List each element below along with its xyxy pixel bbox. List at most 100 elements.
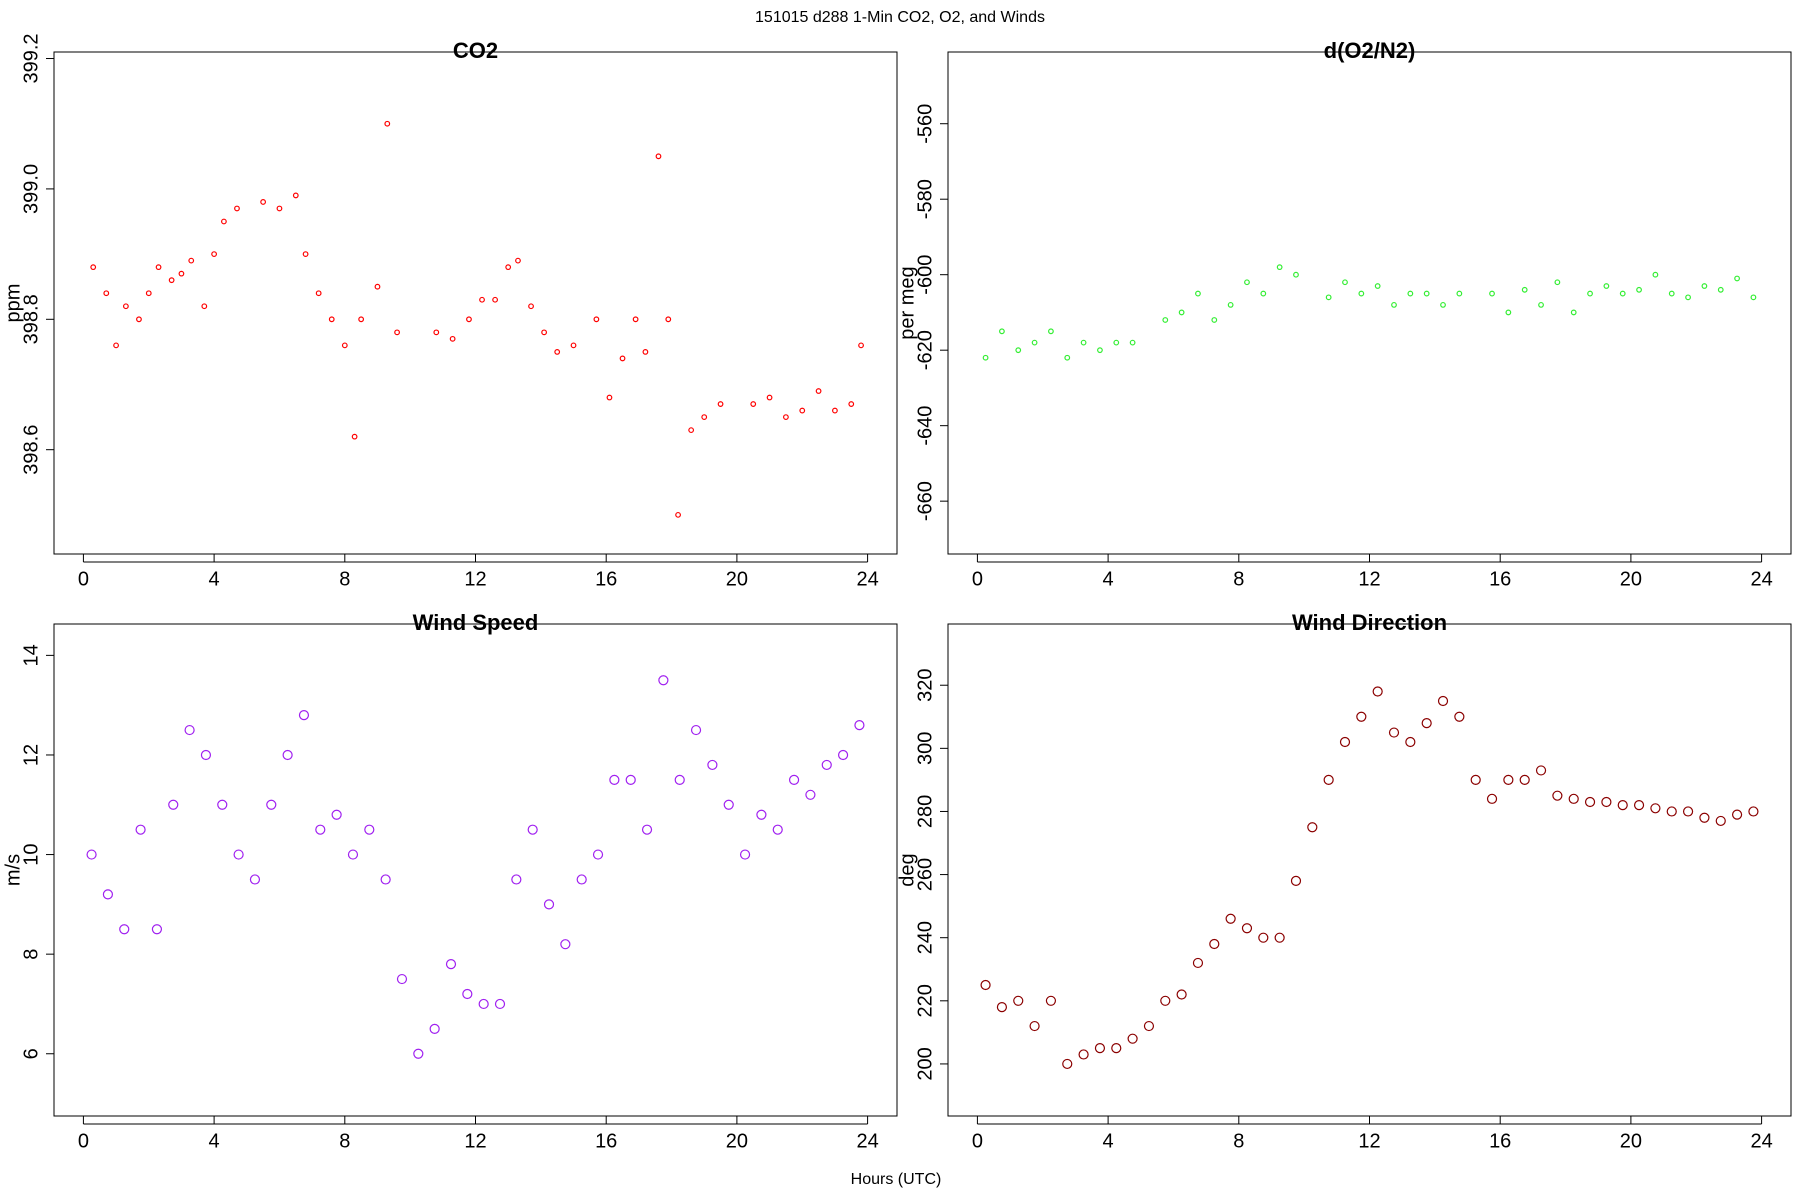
data-point: [1587, 290, 1593, 297]
x-tick-label: 16: [1489, 568, 1511, 590]
data-point: [1636, 286, 1642, 293]
data-point: [592, 849, 604, 860]
data-point: [1029, 1020, 1040, 1032]
data-point: [1748, 806, 1759, 817]
x-tick-label: 8: [339, 1130, 350, 1152]
data-point: [1584, 796, 1596, 808]
data-point: [1633, 800, 1645, 811]
data-point: [1601, 796, 1612, 808]
x-tick-label: 8: [1233, 1130, 1244, 1152]
data-point: [341, 342, 348, 349]
data-point: [351, 433, 358, 440]
x-tick-label: 12: [464, 568, 486, 590]
data-point: [184, 724, 195, 736]
data-point: [619, 355, 626, 362]
x-tick-label: 16: [595, 1130, 617, 1152]
data-point: [1323, 774, 1334, 785]
data-point: [543, 899, 555, 910]
data-point: [449, 335, 456, 342]
data-point: [168, 277, 175, 284]
data-point: [384, 120, 391, 127]
data-point: [119, 924, 130, 935]
data-point: [445, 959, 457, 970]
data-point: [805, 789, 816, 800]
y-tick-label: 14: [20, 644, 42, 666]
data-point: [1094, 1043, 1106, 1054]
data-point: [1666, 806, 1677, 817]
data-point: [750, 401, 757, 407]
data-point: [282, 749, 293, 761]
y-tick-label: 12: [20, 744, 42, 766]
data-point: [1078, 1049, 1089, 1060]
x-tick-label: 8: [1233, 568, 1244, 590]
data-point: [347, 849, 359, 860]
data-point: [1162, 317, 1169, 323]
x-tick-label: 24: [1750, 1130, 1772, 1152]
data-point: [364, 824, 375, 835]
data-point: [1129, 339, 1136, 346]
data-point: [576, 874, 587, 885]
data-point: [788, 774, 800, 785]
data-point: [821, 759, 832, 771]
data-point: [479, 296, 485, 303]
data-point: [658, 675, 669, 686]
data-point: [1325, 294, 1332, 301]
x-tick-label: 20: [1620, 568, 1642, 590]
data-point: [527, 824, 538, 835]
x-tick-label: 4: [1103, 568, 1114, 590]
data-point: [1603, 283, 1610, 289]
data-point: [1080, 339, 1087, 346]
data-point: [1503, 774, 1514, 785]
data-point: [1715, 815, 1726, 827]
data-point: [178, 270, 185, 277]
data-point: [690, 724, 702, 736]
data-point: [466, 316, 472, 323]
data-point: [609, 774, 620, 785]
data-point: [799, 407, 806, 414]
data-point: [217, 799, 228, 810]
data-point: [1405, 736, 1416, 748]
data-point: [1570, 309, 1577, 316]
data-point: [560, 939, 571, 950]
y-tick-label: 300: [914, 732, 936, 765]
data-point: [1045, 995, 1057, 1006]
x-tick-label: 4: [209, 568, 220, 590]
data-point: [1731, 809, 1743, 820]
y-tick-label: 200: [914, 1047, 936, 1080]
data-point: [1031, 339, 1038, 346]
data-point: [1734, 275, 1740, 282]
data-point: [1356, 711, 1367, 722]
data-point: [331, 809, 342, 820]
y-tick-label: 398.8: [20, 294, 42, 344]
data-point: [1274, 932, 1285, 943]
data-point: [1440, 301, 1446, 308]
y-axis-label: m/s: [2, 854, 24, 886]
data-point: [1437, 695, 1449, 707]
data-point: [492, 296, 499, 303]
y-tick-label: 280: [914, 795, 936, 828]
data-point: [1470, 774, 1481, 785]
data-point: [136, 316, 142, 323]
x-tick-label: 0: [78, 1130, 89, 1152]
data-point: [1456, 290, 1463, 297]
data-point: [135, 824, 146, 835]
y-tick-label: 398.6: [20, 425, 42, 475]
data-point: [766, 394, 773, 401]
data-point: [1260, 290, 1267, 297]
data-point: [1015, 347, 1022, 354]
data-point: [433, 329, 440, 336]
data-point: [145, 290, 152, 297]
data-point: [1192, 957, 1204, 969]
data-point: [515, 257, 521, 264]
data-point: [211, 251, 218, 258]
data-point: [1374, 283, 1381, 289]
data-point: [1178, 309, 1185, 316]
x-tick-label: 20: [1620, 1130, 1642, 1152]
x-tick-label: 0: [972, 1130, 983, 1152]
data-point: [233, 849, 244, 860]
data-point: [593, 316, 600, 323]
y-tick-label: -620: [914, 330, 936, 370]
data-point: [478, 998, 489, 1010]
page-title: 151015 d288 1-Min CO2, O2, and Winds: [755, 9, 1045, 26]
